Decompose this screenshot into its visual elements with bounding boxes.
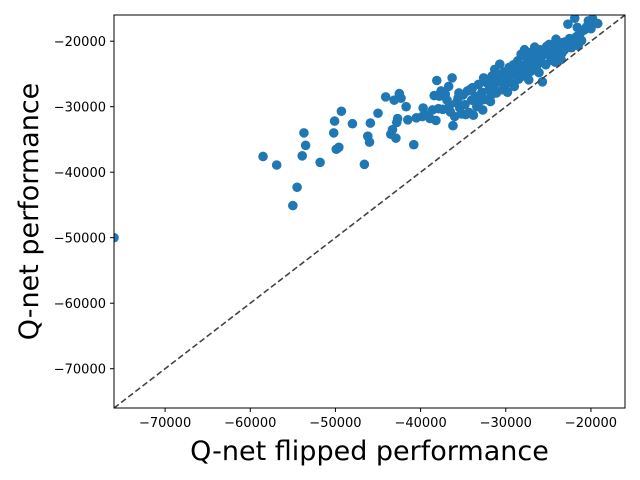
data-point — [387, 124, 398, 135]
x-axis-ticks: −70000 −60000 −50000 −40000 −30000 −20000 — [139, 408, 617, 431]
data-point — [460, 99, 470, 110]
data-point — [454, 88, 464, 98]
data-point — [365, 118, 376, 128]
data-point — [392, 113, 403, 124]
data-point — [468, 110, 479, 121]
data-point — [329, 116, 340, 126]
data-point — [537, 77, 548, 87]
x-axis-label: Q-net flipped performance — [190, 436, 549, 467]
data-point — [586, 23, 596, 34]
data-point — [541, 41, 552, 52]
data-point — [460, 109, 471, 120]
y-tick-label: −60000 — [54, 297, 106, 312]
data-point — [418, 103, 428, 113]
data-point — [447, 73, 457, 83]
y-tick-label: −50000 — [54, 232, 106, 247]
y-tick-label: −70000 — [54, 363, 106, 378]
data-point — [433, 103, 444, 114]
x-tick-label: −70000 — [139, 416, 191, 431]
data-point — [576, 35, 587, 46]
data-point — [391, 133, 401, 143]
data-point — [258, 151, 268, 162]
data-point — [525, 66, 536, 77]
y-tick-label: −30000 — [54, 101, 106, 116]
data-point — [380, 92, 391, 102]
data-points — [114, 15, 603, 243]
y-tick-label: −20000 — [54, 35, 106, 50]
data-point — [467, 82, 478, 93]
data-point — [486, 90, 497, 100]
x-tick-label: −50000 — [309, 416, 361, 431]
x-tick-label: −60000 — [224, 416, 276, 431]
x-tick-label: −40000 — [394, 416, 446, 431]
data-point — [401, 101, 411, 112]
data-point — [297, 151, 308, 161]
data-point — [478, 73, 489, 83]
data-point — [292, 182, 302, 193]
data-point — [444, 100, 455, 111]
data-point — [299, 128, 309, 138]
x-tick-label: −20000 — [565, 416, 617, 431]
data-point — [300, 140, 311, 151]
data-point — [271, 160, 282, 170]
data-point — [572, 22, 583, 33]
data-point — [498, 75, 509, 86]
data-point — [592, 18, 603, 29]
data-point — [476, 90, 486, 101]
data-point — [502, 87, 513, 98]
data-point — [557, 48, 567, 58]
data-point — [533, 49, 543, 60]
data-point — [569, 15, 580, 24]
data-point — [517, 61, 527, 72]
data-point — [396, 93, 406, 103]
data-point — [315, 157, 325, 168]
x-tick-label: −30000 — [480, 416, 532, 431]
plot-area-frame — [113, 14, 626, 409]
y-tick-label: −40000 — [54, 166, 106, 181]
data-point — [431, 115, 441, 126]
data-point — [448, 120, 458, 131]
data-point — [364, 137, 375, 147]
data-point — [408, 139, 419, 150]
data-point — [509, 81, 520, 92]
data-point — [334, 142, 344, 153]
data-point — [373, 108, 383, 119]
data-point — [336, 106, 347, 117]
data-point — [520, 51, 531, 62]
data-point — [550, 57, 560, 67]
data-point — [528, 56, 538, 67]
data-point — [328, 128, 339, 138]
data-point — [114, 232, 119, 243]
data-point — [523, 75, 534, 85]
data-point — [546, 48, 557, 59]
data-point — [583, 16, 594, 26]
data-point — [347, 118, 358, 129]
reference-line — [113, 14, 626, 409]
data-point — [443, 81, 454, 92]
data-point — [560, 37, 571, 47]
y-axis-ticks: −70000 −60000 −50000 −40000 −30000 −20000 — [54, 35, 114, 378]
data-point — [477, 105, 488, 115]
data-point — [495, 59, 505, 69]
data-point — [507, 66, 518, 77]
data-point — [403, 115, 413, 125]
data-point — [563, 19, 573, 29]
y-axis-label: Q-net performance — [14, 83, 45, 341]
data-point — [288, 200, 298, 211]
data-point — [431, 75, 442, 86]
data-point — [359, 159, 370, 170]
data-point — [534, 67, 544, 78]
